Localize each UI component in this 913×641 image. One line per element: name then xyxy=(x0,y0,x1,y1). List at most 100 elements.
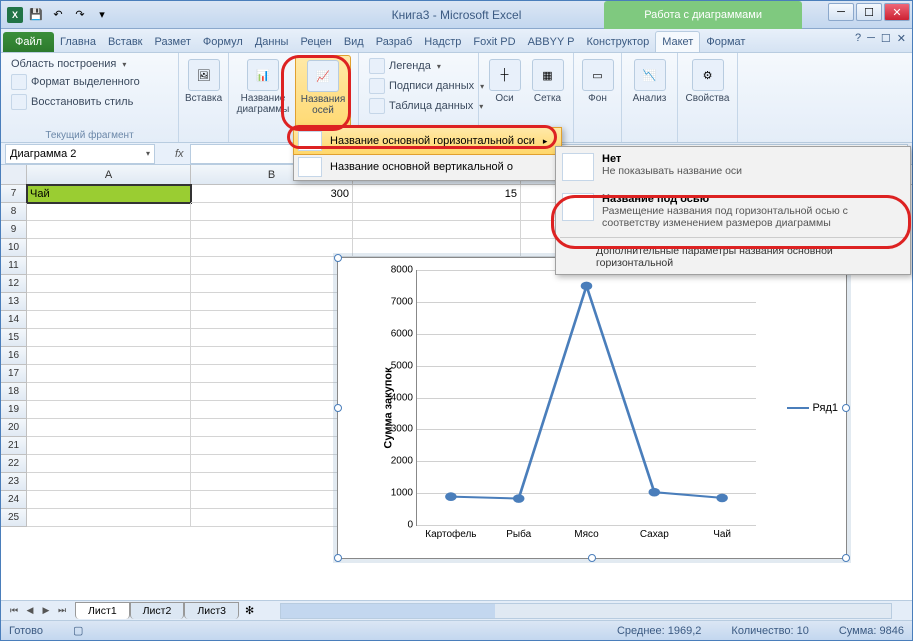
cell-B11[interactable] xyxy=(191,257,353,275)
maximize-button[interactable]: ☐ xyxy=(856,3,882,21)
tab-nav-first[interactable]: ⏮ xyxy=(7,605,21,616)
cell-A9[interactable] xyxy=(27,221,191,239)
tab-home[interactable]: Главна xyxy=(54,32,102,52)
cell-B15[interactable] xyxy=(191,329,353,347)
row-header-23[interactable]: 23 xyxy=(1,473,27,491)
row-header-21[interactable]: 21 xyxy=(1,437,27,455)
qat-save[interactable]: 💾 xyxy=(27,6,45,24)
cell-A11[interactable] xyxy=(27,257,191,275)
mdi-restore[interactable]: ☐ xyxy=(881,32,891,45)
row-header-11[interactable]: 11 xyxy=(1,257,27,275)
menu-horizontal-axis-title[interactable]: Название основной горизонтальной оси ▸ xyxy=(293,127,562,155)
row-header-19[interactable]: 19 xyxy=(1,401,27,419)
embedded-chart[interactable]: Сумма закупок 01000200030004000500060007… xyxy=(337,257,847,559)
format-selection[interactable]: Формат выделенного xyxy=(7,73,172,91)
row-header-7[interactable]: 7 xyxy=(1,185,27,203)
tab-design[interactable]: Конструктор xyxy=(580,32,655,52)
tab-developer[interactable]: Разраб xyxy=(370,32,419,52)
qat-redo[interactable]: ↷ xyxy=(71,6,89,24)
cell-B12[interactable] xyxy=(191,275,353,293)
tab-layout-chart[interactable]: Макет xyxy=(655,31,700,52)
row-header-14[interactable]: 14 xyxy=(1,311,27,329)
cell-A7[interactable]: Чай xyxy=(27,185,191,203)
tab-data[interactable]: Данны xyxy=(249,32,295,52)
mdi-close[interactable]: ✕ xyxy=(897,32,906,45)
tab-format-chart[interactable]: Формат xyxy=(700,32,751,52)
row-header-17[interactable]: 17 xyxy=(1,365,27,383)
cell-A19[interactable] xyxy=(27,401,191,419)
background-dd[interactable]: ▭Фон xyxy=(580,55,615,140)
cell-A25[interactable] xyxy=(27,509,191,527)
select-all-corner[interactable] xyxy=(1,165,27,184)
qat-dd[interactable]: ▾ xyxy=(93,6,111,24)
cell-A8[interactable] xyxy=(27,203,191,221)
qat-undo[interactable]: ↶ xyxy=(49,6,67,24)
close-button[interactable]: ✕ xyxy=(884,3,910,21)
tab-nav-last[interactable]: ⏭ xyxy=(55,605,69,616)
plot-area[interactable]: 010002000300040005000600070008000Картофе… xyxy=(416,270,756,526)
tab-addins[interactable]: Надстр xyxy=(418,32,467,52)
cell-B10[interactable] xyxy=(191,239,353,257)
chart-title-dd[interactable]: 📊 Название диаграммы xyxy=(235,55,291,140)
row-header-10[interactable]: 10 xyxy=(1,239,27,257)
cell-B21[interactable] xyxy=(191,437,353,455)
tab-view[interactable]: Вид xyxy=(338,32,370,52)
cell-A21[interactable] xyxy=(27,437,191,455)
cell-B17[interactable] xyxy=(191,365,353,383)
cell-A14[interactable] xyxy=(27,311,191,329)
tab-abbyy[interactable]: ABBYY P xyxy=(522,32,581,52)
cell-A23[interactable] xyxy=(27,473,191,491)
tab-pagelayout[interactable]: Размет xyxy=(149,32,197,52)
cell-B9[interactable] xyxy=(191,221,353,239)
row-header-12[interactable]: 12 xyxy=(1,275,27,293)
row-header-18[interactable]: 18 xyxy=(1,383,27,401)
cell-B22[interactable] xyxy=(191,455,353,473)
cell-C10[interactable] xyxy=(353,239,521,257)
row-header-15[interactable]: 15 xyxy=(1,329,27,347)
tab-review[interactable]: Рецен xyxy=(294,32,337,52)
tab-nav-next[interactable]: ▶ xyxy=(39,605,53,616)
row-header-25[interactable]: 25 xyxy=(1,509,27,527)
sheet-tab-1[interactable]: Лист1 xyxy=(75,602,130,619)
cell-C7[interactable]: 15 xyxy=(353,185,521,203)
help-icon[interactable]: ? xyxy=(855,32,861,45)
cell-A18[interactable] xyxy=(27,383,191,401)
row-header-9[interactable]: 9 xyxy=(1,221,27,239)
submenu-none[interactable]: НетНе показывать название оси xyxy=(556,147,910,187)
tab-formulas[interactable]: Формул xyxy=(197,32,249,52)
cell-A10[interactable] xyxy=(27,239,191,257)
cell-A24[interactable] xyxy=(27,491,191,509)
ribbon-insert[interactable]: 🖼 Вставка xyxy=(185,55,222,140)
cell-B7[interactable]: 300 xyxy=(191,185,353,203)
cell-A20[interactable] xyxy=(27,419,191,437)
new-sheet-button[interactable]: ✻ xyxy=(239,604,260,617)
data-table-dd[interactable]: Таблица данных▾ xyxy=(365,97,472,115)
mdi-minimize[interactable]: ─ xyxy=(867,32,875,45)
cell-B25[interactable] xyxy=(191,509,353,527)
cell-B23[interactable] xyxy=(191,473,353,491)
chart-legend[interactable]: Ряд1 xyxy=(787,402,838,414)
row-header-24[interactable]: 24 xyxy=(1,491,27,509)
cell-A15[interactable] xyxy=(27,329,191,347)
submenu-more-options[interactable]: Дополнительные параметры названия основн… xyxy=(556,240,910,274)
data-labels-dd[interactable]: Подписи данных▾ xyxy=(365,77,472,95)
legend-dd[interactable]: Легенда▾ xyxy=(365,57,472,75)
row-header-20[interactable]: 20 xyxy=(1,419,27,437)
tab-file[interactable]: Файл xyxy=(3,32,54,52)
col-header-A[interactable]: A xyxy=(27,165,191,184)
sheet-tab-3[interactable]: Лист3 xyxy=(184,602,239,619)
cell-B19[interactable] xyxy=(191,401,353,419)
analysis-dd[interactable]: 📉Анализ xyxy=(628,55,671,140)
cell-C9[interactable] xyxy=(353,221,521,239)
row-header-22[interactable]: 22 xyxy=(1,455,27,473)
macro-record-icon[interactable]: ▢ xyxy=(73,624,83,637)
row-header-16[interactable]: 16 xyxy=(1,347,27,365)
cell-B16[interactable] xyxy=(191,347,353,365)
horizontal-scrollbar[interactable] xyxy=(280,603,892,619)
minimize-button[interactable]: ─ xyxy=(828,3,854,21)
tab-nav-prev[interactable]: ◀ xyxy=(23,605,37,616)
cell-B18[interactable] xyxy=(191,383,353,401)
submenu-below-axis[interactable]: Название под осьюРазмещение названия под… xyxy=(556,187,910,235)
cell-A22[interactable] xyxy=(27,455,191,473)
cell-C8[interactable] xyxy=(353,203,521,221)
